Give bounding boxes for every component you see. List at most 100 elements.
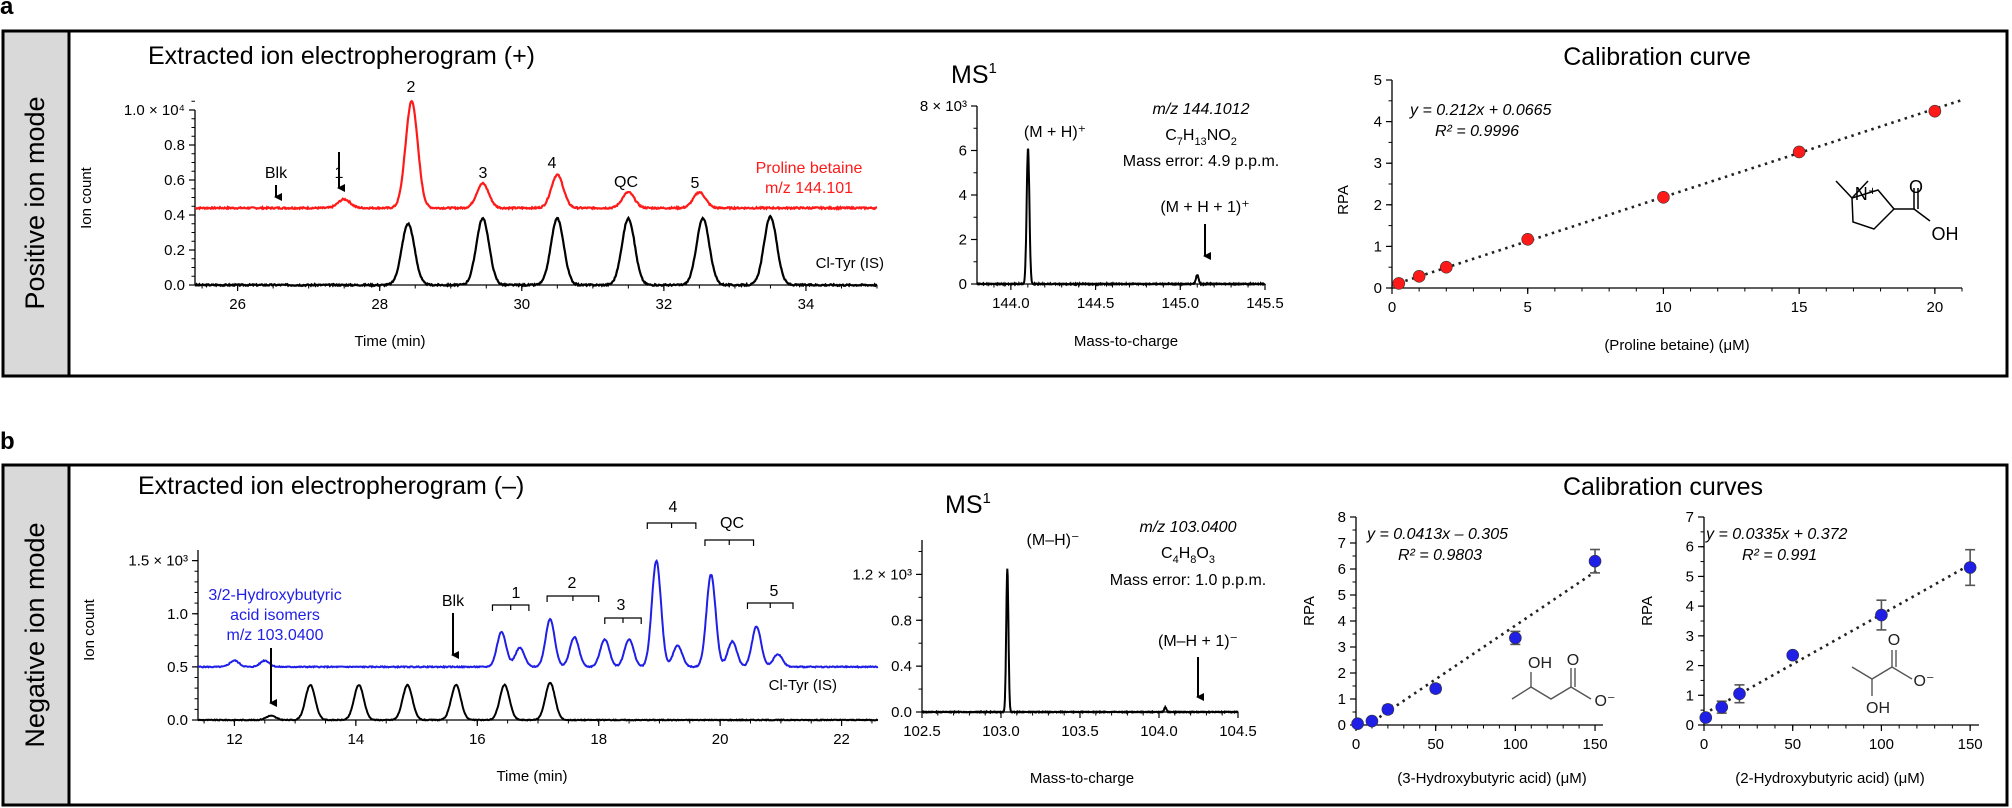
a-trace-label-1: Proline betaine xyxy=(756,160,863,177)
y-tick-label: 3 xyxy=(1338,639,1346,656)
x-tick-label: 0 xyxy=(1700,736,1708,753)
x-tick-label: 20 xyxy=(712,731,729,748)
y-tick-label: 6 xyxy=(959,143,967,160)
a-ms-title: MS1 xyxy=(951,60,997,89)
x-tick-label: 16 xyxy=(469,731,486,748)
fit-line xyxy=(1703,562,1973,716)
panel-a-frame xyxy=(1,29,2009,378)
y-tick-label: 2 xyxy=(1686,658,1694,675)
panel-b-letter: b xyxy=(0,428,15,455)
a-cal-title: Calibration curve xyxy=(1563,43,1751,71)
x-tick-label: 18 xyxy=(590,731,607,748)
b-cal2-xlabel: (2-Hydroxybutyric acid) (μM) xyxy=(1735,770,1925,787)
y-tick-label: 3 xyxy=(1374,155,1382,172)
x-tick-label: 50 xyxy=(1427,736,1444,753)
y-tick-label: 1.5 × 10³ xyxy=(128,553,188,570)
b-trace-label-1: 3/2-Hydroxybutyric xyxy=(208,587,341,604)
x-tick-label: 10 xyxy=(1655,299,1672,316)
y-tick-label: 1.0 xyxy=(167,606,188,623)
b-peak-brackets xyxy=(491,522,794,624)
a-ms-mz: m/z 144.1012 xyxy=(1153,101,1250,118)
b-struct2-oh: OH xyxy=(1866,700,1890,717)
x-tick-label: 103.0 xyxy=(982,723,1020,740)
b-struct2-o: O xyxy=(1888,632,1900,649)
b-cal1-plot xyxy=(1351,548,1602,731)
a-ms-xlabel: Mass-to-charge xyxy=(1074,333,1178,350)
b-eph-axes: 12 14 16 18 20 220.00.51.01.5 × 10³ xyxy=(128,550,878,748)
b-cal1-equation: y = 0.0413x – 0.305 xyxy=(1366,526,1508,543)
y-tick-label: 0 xyxy=(1374,280,1382,297)
x-tick-label: 14 xyxy=(348,731,365,748)
peak-bracket xyxy=(546,595,600,602)
data-point xyxy=(1351,717,1364,731)
y-tick-label: 0 xyxy=(1338,717,1346,734)
y-tick-label: 0.8 xyxy=(891,612,912,629)
b-cal1-r2: R² = 0.9803 xyxy=(1398,547,1482,564)
y-tick-label: 8 × 10³ xyxy=(920,98,967,115)
b-ms-title: MS1 xyxy=(945,490,991,519)
data-point xyxy=(1381,703,1395,716)
panel-a-letter: a xyxy=(0,0,14,20)
panel-b-mode-box xyxy=(4,466,69,804)
b-ms-xlabel: Mass-to-charge xyxy=(1030,770,1134,787)
a-eph-xlabel: Time (min) xyxy=(354,333,425,350)
data-point xyxy=(1521,233,1535,246)
b-struct1-o: O xyxy=(1567,652,1579,669)
x-tick-label: 34 xyxy=(798,296,815,313)
b-cal1-xlabel: (3-Hydroxybutyric acid) (μM) xyxy=(1397,770,1587,787)
y-tick-label: 2 xyxy=(1338,665,1346,682)
x-tick-label: 144.0 xyxy=(992,295,1030,312)
y-tick-label: 0.0 xyxy=(167,712,188,729)
data-point xyxy=(1439,260,1453,274)
a-ms-peak2-label: (M + H + 1)⁺ xyxy=(1160,199,1249,216)
x-tick-label: 104.5 xyxy=(1219,723,1257,740)
a-cal-ylabel: RPA xyxy=(1335,185,1352,215)
data-point xyxy=(1963,561,1977,574)
2-hydroxybutyrate-structure xyxy=(1851,650,1913,696)
a-is-label: Cl-Tyr (IS) xyxy=(816,255,884,272)
y-tick-label: 1 xyxy=(1338,691,1346,708)
b-cal2-axes: 0 50 100 150 0 1 2 3 4 5 6 7 xyxy=(1686,509,1983,753)
a-ms-peak1-label: (M + H)⁺ xyxy=(1024,124,1086,141)
b-struct1-oh: OH xyxy=(1528,655,1552,672)
data-point xyxy=(1699,711,1713,724)
y-tick-label: 4 xyxy=(1338,613,1346,630)
panel-b-frame xyxy=(1,463,2009,807)
a-cal-xlabel: (Proline betaine) (μM) xyxy=(1604,337,1749,354)
y-tick-label: 0.4 xyxy=(891,658,912,675)
data-point xyxy=(1875,608,1888,622)
peak-bracket xyxy=(704,539,755,546)
x-tick-label: 103.5 xyxy=(1061,723,1099,740)
b-is-label: Cl-Tyr (IS) xyxy=(769,677,837,694)
x-tick-label: 15 xyxy=(1791,299,1808,316)
y-tick-label: 8 xyxy=(1338,509,1346,526)
a-eph-trace-cltyr xyxy=(194,214,878,288)
y-tick-label: 5 xyxy=(1338,587,1346,604)
y-tick-label: 4 xyxy=(1374,114,1382,131)
a-peak-label-4: 4 xyxy=(548,155,557,172)
struct-nplus: N⁺ xyxy=(1855,184,1878,204)
b-cal2-r2: R² = 0.991 xyxy=(1742,547,1817,564)
b-peak-label-qc: QC xyxy=(720,515,744,532)
x-tick-label: 145.0 xyxy=(1162,295,1200,312)
y-tick-label: 0 xyxy=(1686,717,1694,734)
b-peak-label-blk: Blk xyxy=(442,593,465,610)
data-point xyxy=(1509,631,1522,645)
y-tick-label: 0 xyxy=(959,276,967,293)
peak-bracket xyxy=(604,617,642,624)
struct-oh: OH xyxy=(1932,224,1959,244)
b-eph-title: Extracted ion electropherogram (–) xyxy=(138,472,524,500)
b-trace-label-2: acid isomers xyxy=(230,607,320,624)
proline-betaine-structure xyxy=(1835,180,1931,230)
x-tick-label: 32 xyxy=(656,296,673,313)
b-peak-label-2: 2 xyxy=(568,575,577,592)
a-peak-label-2: 2 xyxy=(407,79,416,96)
b-peak-label-1: 1 xyxy=(512,585,521,602)
b-cal1-ylabel: RPA xyxy=(1301,596,1318,626)
x-tick-label: 20 xyxy=(1927,299,1944,316)
a-ms-formula: C7H13NO2 xyxy=(1165,127,1237,148)
data-point xyxy=(1365,714,1379,728)
data-point xyxy=(1786,648,1800,662)
x-tick-label: 150 xyxy=(1583,736,1608,753)
a-ms-spectrum xyxy=(976,148,1266,288)
